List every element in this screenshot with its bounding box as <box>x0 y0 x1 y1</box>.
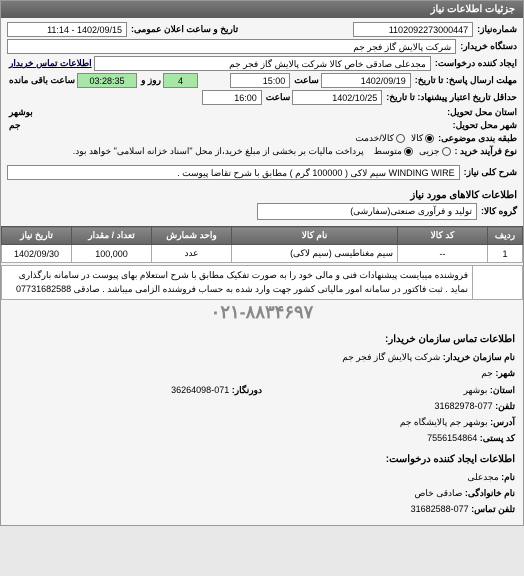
city-value: جم <box>7 120 21 131</box>
valid-date-field: 1402/10/25 <box>292 90 382 105</box>
radio-icon-checked <box>425 134 434 143</box>
contact-province-label: استان: <box>490 385 515 395</box>
panel-title: جزئیات اطلاعات نیاز <box>1 1 523 18</box>
province-label: استان محل تحویل: <box>445 107 517 118</box>
deadline-date-field: 1402/09/19 <box>321 73 411 88</box>
tel-value: 077-31682588 <box>411 504 469 514</box>
req-no-field: 1102092273000447 <box>353 22 473 37</box>
req-no-label: شماره‌نیاز: <box>475 24 517 35</box>
creator-label: ایجاد کننده درخواست: <box>433 58 517 69</box>
radio-khadamat[interactable]: کالا/خدمت <box>355 133 405 144</box>
deadline-label: مهلت ارسال پاسخ: تا تاریخ: <box>413 75 517 86</box>
subject-field: WINDING WIRE سیم لاکی ( 100000 گرم ) مطا… <box>7 165 460 180</box>
creator-field: مجدعلی صادقی خاص کالا شرکت پالایش گاز فج… <box>94 56 431 71</box>
cell-row-no: 1 <box>488 245 523 263</box>
cell-unit: عدد <box>152 245 232 263</box>
name-value: مجدعلی <box>467 472 498 482</box>
col-code: کد کالا <box>398 227 488 245</box>
name-label: نام: <box>501 472 515 482</box>
col-name: نام کالا <box>232 227 398 245</box>
goods-title: اطلاعات کالاهای مورد نیاز <box>1 186 523 203</box>
creator-contact-title: اطلاعات ایجاد کننده درخواست: <box>9 451 515 468</box>
time-label-2: ساعت <box>264 92 291 103</box>
valid-time-field: 16:00 <box>202 90 262 105</box>
remain-label: ساعت باقی مانده <box>7 75 75 86</box>
fax-value: 071-36264098 <box>171 385 229 395</box>
pub-date-field: 1402/09/15 - 11:14 <box>7 22 127 37</box>
time-label-1: ساعت <box>292 75 319 86</box>
tel-label: تلفن تماس: <box>471 504 515 514</box>
phone-label: تلفن: <box>495 401 515 411</box>
family-value: صادقی خاص <box>415 488 463 498</box>
radio-icon <box>396 134 405 143</box>
time-left-field: 03:28:35 <box>77 73 137 88</box>
days-label: روز و <box>139 75 161 86</box>
city-label: شهر محل تحویل: <box>451 120 517 131</box>
desc-label: توضیحات خریدار: <box>473 266 523 300</box>
radio-motavaset-label: متوسط <box>374 146 402 157</box>
process-radio-group: جزیی متوسط <box>374 146 451 157</box>
radio-kala-label: کالا <box>411 133 423 144</box>
fax-label: دورنگار: <box>232 385 262 395</box>
valid-label: حداقل تاریخ اعتبار پیشنهاد: تا تاریخ: <box>384 92 517 103</box>
cell-code: -- <box>398 245 488 263</box>
contact-city-label: شهر: <box>495 368 515 378</box>
radio-icon <box>442 147 451 156</box>
big-phone: ۰۲۱-۸۸۳۴۶۹۷ <box>1 300 523 325</box>
table-row[interactable]: 1 -- سیم مغناطیسی (سیم لاکی) عدد 100,000… <box>2 245 523 263</box>
col-date: تاریخ نیاز <box>2 227 72 245</box>
subject-label: شرح کلی نیاز: <box>462 167 517 178</box>
col-unit: واحد شمارش <box>152 227 232 245</box>
contact-link[interactable]: اطلاعات تماس خریدار <box>7 58 92 69</box>
deadline-time-field: 15:00 <box>230 73 290 88</box>
pub-date-label: تاریخ و ساعت اعلان عمومی: <box>129 24 238 35</box>
radio-jozi[interactable]: جزیی <box>419 146 451 157</box>
details-panel: جزئیات اطلاعات نیاز شماره‌نیاز: 11020922… <box>0 0 524 526</box>
addr-label: آدرس: <box>490 417 515 427</box>
radio-kala[interactable]: کالا <box>411 133 434 144</box>
cell-qty: 100,000 <box>72 245 152 263</box>
days-left-field: 4 <box>163 73 198 88</box>
desc-table: توضیحات خریدار: فروشنده میبایست پیشنهادا… <box>1 265 523 300</box>
col-row-no: ردیف <box>488 227 523 245</box>
province-value: بوشهر <box>7 107 33 118</box>
category-radio-group: کالا کالا/خدمت <box>355 133 434 144</box>
process-label: نوع فرآیند خرید : <box>453 146 518 157</box>
zip-label: کد پستی: <box>480 433 515 443</box>
group-field: تولید و فرآوری صنعتی(سفارشی) <box>257 203 477 220</box>
group-label: گروه کالا: <box>479 206 517 217</box>
radio-icon-checked <box>404 147 413 156</box>
desc-content: فروشنده میبایست پیشنهادات فنی و مالی خود… <box>2 266 473 300</box>
contact-title: اطلاعات تماس سازمان خریدار: <box>9 331 515 348</box>
table-header-row: ردیف کد کالا نام کالا واحد شمارش تعداد /… <box>2 227 523 245</box>
radio-motavaset[interactable]: متوسط <box>374 146 413 157</box>
zip-value: 7556154864 <box>427 433 477 443</box>
buyer-label: دستگاه خریدار: <box>458 41 517 52</box>
cell-date: 1402/09/30 <box>2 245 72 263</box>
phone-value: 077-31682978 <box>435 401 493 411</box>
form-area: شماره‌نیاز: 1102092273000447 تاریخ و ساع… <box>1 18 523 186</box>
category-label: طبقه بندی موضوعی: <box>436 133 517 144</box>
col-qty: تعداد / مقدار <box>72 227 152 245</box>
org-value: شرکت پالایش گاز فجر جم <box>342 352 440 362</box>
contact-section: اطلاعات تماس سازمان خریدار: نام سازمان خ… <box>1 325 523 525</box>
process-note: پرداخت مالیات بر بخشی از مبلغ خرید،از مح… <box>71 146 364 157</box>
org-label: نام سازمان خریدار: <box>443 352 515 362</box>
radio-khadamat-label: کالا/خدمت <box>355 133 394 144</box>
radio-jozi-label: جزیی <box>419 146 440 157</box>
contact-province-value: بوشهر <box>464 385 488 395</box>
cell-name: سیم مغناطیسی (سیم لاکی) <box>232 245 398 263</box>
goods-table: ردیف کد کالا نام کالا واحد شمارش تعداد /… <box>1 226 523 263</box>
addr-value: بوشهر جم پالایشگاه جم <box>400 417 488 427</box>
contact-city-value: جم <box>481 368 493 378</box>
family-label: نام خانوادگی: <box>465 488 515 498</box>
buyer-field: شرکت پالایش گاز فجر جم <box>7 39 456 54</box>
